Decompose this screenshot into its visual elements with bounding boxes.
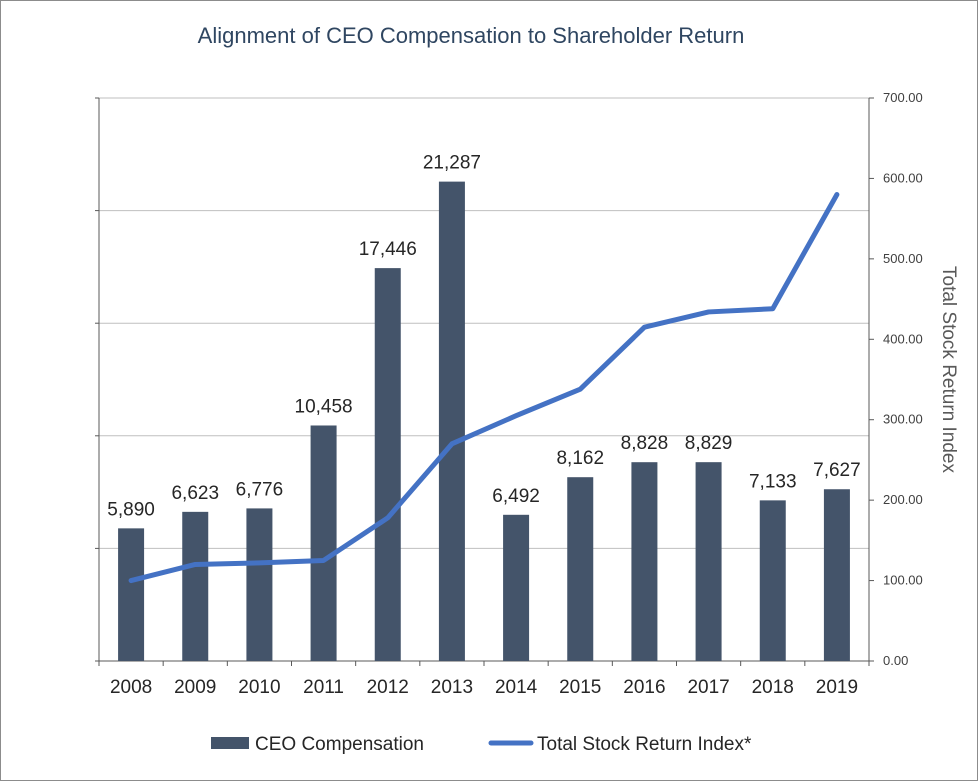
bar-data-label: 6,623	[171, 483, 219, 504]
bar-data-label: 8,829	[685, 433, 733, 454]
x-tick-label: 2019	[816, 677, 858, 698]
bar-data-label: 5,890	[107, 499, 155, 520]
bar-data-label: 10,458	[295, 396, 353, 417]
bar-data-label: 6,492	[492, 486, 540, 507]
x-tick-label: 2013	[431, 677, 473, 698]
x-tick-label: 2009	[174, 677, 216, 698]
bar-ceo-compensation	[310, 425, 337, 661]
bar-ceo-compensation	[438, 181, 465, 661]
bar-ceo-compensation	[759, 500, 786, 661]
bar-ceo-compensation	[567, 477, 594, 661]
bar-ceo-compensation	[823, 489, 850, 661]
x-tick-label: 2017	[687, 677, 729, 698]
bar-data-label: 6,776	[236, 479, 284, 500]
bar-ceo-compensation	[246, 508, 273, 661]
bar-data-label: 7,133	[749, 471, 797, 492]
bar-ceo-compensation	[118, 528, 145, 661]
legend-label-total-stock-return: Total Stock Return Index*	[537, 734, 752, 755]
x-tick-label: 2008	[110, 677, 152, 698]
bar-ceo-compensation	[182, 511, 209, 661]
y-right-tick-label: 600.00	[883, 170, 923, 185]
bar-ceo-compensation	[695, 462, 722, 661]
x-tick-label: 2015	[559, 677, 601, 698]
bar-data-label: 7,627	[813, 460, 861, 481]
bar-ceo-compensation	[503, 514, 530, 661]
bar-data-label: 17,446	[359, 239, 417, 260]
y-right-tick-label: 0.00	[883, 653, 908, 668]
line-total-stock-return	[128, 192, 840, 584]
x-tick-label: 2016	[623, 677, 665, 698]
y-right-tick-label: 100.00	[883, 573, 923, 588]
bar-data-label: 21,287	[423, 153, 481, 174]
y-right-tick-label: 300.00	[883, 412, 923, 427]
bar-ceo-compensation	[631, 462, 658, 661]
bar-ceo-compensation	[374, 268, 401, 661]
x-tick-label: 2018	[752, 677, 794, 698]
y-right-tick-label: 400.00	[883, 331, 923, 346]
legend-swatch-ceo-compensation	[211, 737, 249, 749]
y-right-axis-title: Total Stock Return Index	[938, 266, 959, 473]
x-tick-label: 2012	[367, 677, 409, 698]
y-right-tick-label: 500.00	[883, 251, 923, 266]
x-tick-label: 2011	[303, 677, 344, 698]
legend-label-ceo-compensation: CEO Compensation	[255, 734, 424, 755]
y-right-tick-label: 700.00	[883, 90, 923, 105]
bar-data-label: 8,828	[621, 433, 669, 454]
y-right-tick-label: 200.00	[883, 492, 923, 507]
x-tick-label: 2010	[238, 677, 280, 698]
x-tick-label: 2014	[495, 677, 538, 698]
bar-data-label: 8,162	[556, 448, 604, 469]
chart-title: Alignment of CEO Compensation to Shareho…	[197, 23, 745, 48]
